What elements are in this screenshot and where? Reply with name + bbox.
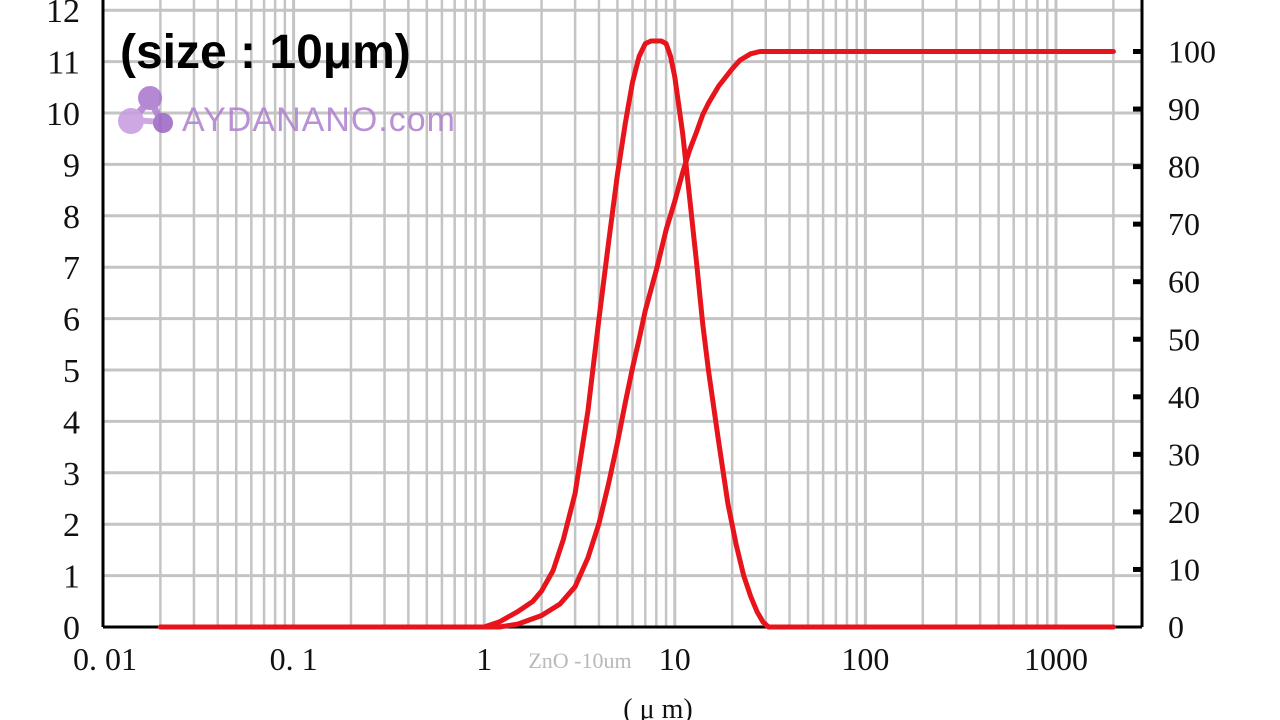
y-right-tick-label: 10	[1168, 551, 1200, 587]
y-left-tick-label: 11	[47, 45, 80, 82]
y-left-tick-label: 8	[63, 199, 80, 236]
y-left-tick-label: 4	[63, 404, 80, 441]
y-right-tick-label: 80	[1168, 149, 1200, 185]
series-line-cumulative	[157, 49, 1116, 630]
chart-title: (size : 10μm)	[120, 26, 411, 79]
x-tick-label: 1	[476, 641, 492, 677]
molecule-logo-icon	[118, 86, 173, 134]
y-right-tick-label: 70	[1168, 206, 1200, 242]
y-right-tick-label: 90	[1168, 91, 1200, 127]
y-left-tick-label: 5	[63, 353, 80, 390]
y-left-tick-label: 7	[63, 250, 80, 287]
y-left-tick-label: 1	[63, 559, 80, 596]
y-right-tick-label: 100	[1168, 34, 1216, 70]
series-line-frequency	[157, 38, 1116, 630]
x-axis-ticks: 0. 01 0. 1 1 10 100 1000	[73, 641, 1088, 677]
y-right-tick-label: 0	[1168, 609, 1184, 645]
x-tick-label: 1000	[1024, 641, 1088, 677]
y-right-tick-label: 20	[1168, 494, 1200, 530]
y-right-tick-label: 30	[1168, 436, 1200, 472]
y-left-tick-label: 0	[63, 610, 80, 647]
y-right-tick-label: 40	[1168, 379, 1200, 415]
y-left-tick-label: 3	[63, 456, 80, 493]
x-tick-label: 100	[841, 641, 889, 677]
y-left-tick-label: 9	[63, 147, 80, 184]
x-tick-label: 0. 01	[73, 641, 137, 677]
x-tick-label: 0. 1	[270, 641, 318, 677]
y-left-tick-label: 12	[46, 0, 80, 30]
watermark: AYDANANO.com	[118, 86, 456, 139]
sample-label: ZnO -10um	[528, 648, 631, 673]
y-right-tick-label: 50	[1168, 321, 1200, 357]
watermark-text: AYDANANO.com	[182, 101, 456, 139]
y-left-tick-label: 2	[63, 507, 80, 544]
y-right-tick-label: 60	[1168, 264, 1200, 300]
y-left-tick-label: 6	[63, 302, 80, 339]
right-axis-ticks: 0 10 20 30 40 50 60 70 80 90 100	[1133, 34, 1216, 645]
series	[157, 38, 1116, 630]
x-tick-label: 10	[659, 641, 691, 677]
x-axis-unit-label: ( μ m)	[623, 694, 692, 720]
grid	[101, 0, 1142, 627]
axes	[101, 0, 1144, 629]
y-left-tick-label: 10	[46, 96, 80, 133]
